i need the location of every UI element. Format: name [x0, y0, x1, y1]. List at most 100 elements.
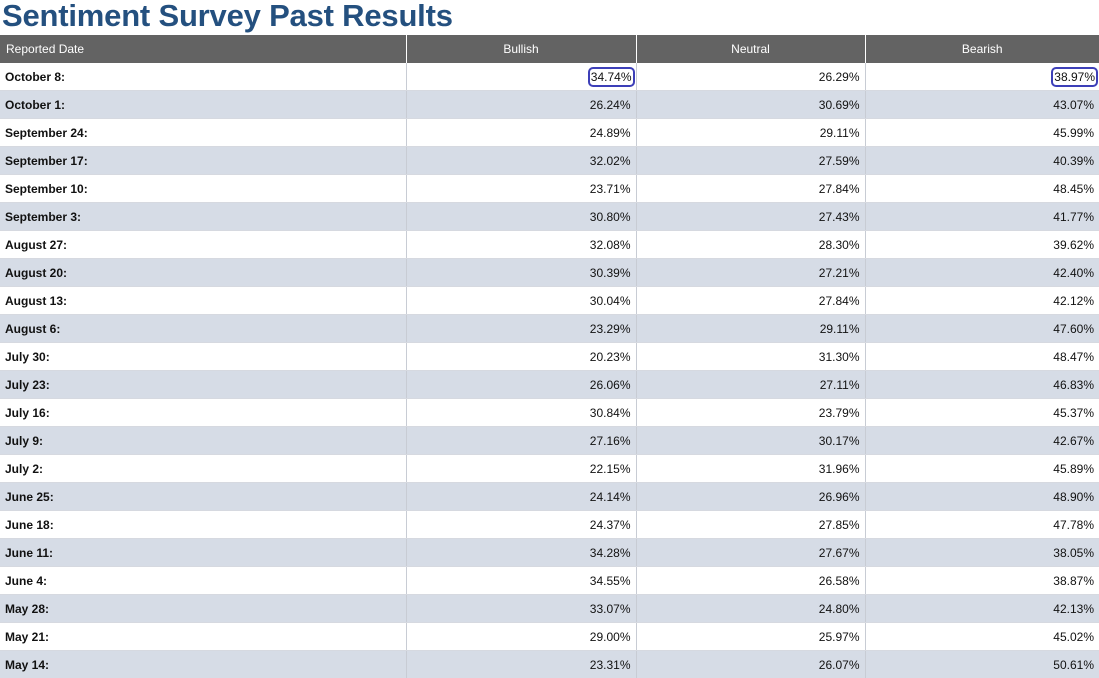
bearish-cell: 40.39% — [865, 146, 1099, 175]
neutral-cell: 24.80% — [636, 594, 866, 623]
bullish-cell: 34.28% — [406, 538, 637, 567]
neutral-cell: 26.07% — [636, 650, 866, 678]
bullish-cell: 23.29% — [406, 314, 637, 343]
column-header-bearish[interactable]: Bearish — [865, 35, 1099, 63]
highlighted-bullish-value: 34.74% — [587, 66, 635, 87]
page-title: Sentiment Survey Past Results — [2, 0, 453, 33]
reported-date-cell: July 16: — [0, 398, 407, 427]
reported-date-cell: June 11: — [0, 538, 407, 567]
column-header-reported-date[interactable]: Reported Date — [0, 35, 407, 63]
bearish-cell: 43.07% — [865, 90, 1099, 119]
table-row: June 11: 34.28% 27.67% 38.05% — [0, 538, 1099, 567]
table-row: September 3: 30.80% 27.43% 41.77% — [0, 202, 1099, 231]
table-row: September 10: 23.71% 27.84% 48.45% — [0, 174, 1099, 203]
bearish-cell: 45.89% — [865, 454, 1099, 483]
reported-date-cell: September 17: — [0, 146, 407, 175]
bullish-cell: 30.84% — [406, 398, 637, 427]
neutral-cell: 31.96% — [636, 454, 866, 483]
column-header-bullish[interactable]: Bullish — [406, 35, 637, 63]
bearish-cell: 41.77% — [865, 202, 1099, 231]
reported-date-cell: July 23: — [0, 370, 407, 399]
neutral-cell: 27.84% — [636, 286, 866, 315]
bearish-cell: 47.60% — [865, 314, 1099, 343]
bullish-cell: 29.00% — [406, 622, 637, 651]
bullish-cell: 20.23% — [406, 342, 637, 371]
neutral-cell: 31.30% — [636, 342, 866, 371]
neutral-cell: 23.79% — [636, 398, 866, 427]
bullish-cell: 26.06% — [406, 370, 637, 399]
bullish-cell: 30.80% — [406, 202, 637, 231]
reported-date-cell: June 25: — [0, 482, 407, 511]
neutral-cell: 26.96% — [636, 482, 866, 511]
table-row: September 17: 32.02% 27.59% 40.39% — [0, 146, 1099, 175]
reported-date-cell: September 3: — [0, 202, 407, 231]
bullish-cell: 24.89% — [406, 118, 637, 147]
neutral-cell: 25.97% — [636, 622, 866, 651]
neutral-cell: 26.29% — [636, 63, 866, 91]
table-row: May 28: 33.07% 24.80% 42.13% — [0, 594, 1099, 623]
neutral-cell: 27.59% — [636, 146, 866, 175]
neutral-cell: 27.85% — [636, 510, 866, 539]
neutral-cell: 30.17% — [636, 426, 866, 455]
sentiment-results-table: Reported Date Bullish Neutral Bearish Oc… — [0, 35, 1099, 678]
neutral-cell: 27.67% — [636, 538, 866, 567]
neutral-cell: 29.11% — [636, 314, 866, 343]
column-header-neutral[interactable]: Neutral — [636, 35, 866, 63]
reported-date-cell: August 27: — [0, 230, 407, 259]
bearish-cell: 42.13% — [865, 594, 1099, 623]
reported-date-cell: July 30: — [0, 342, 407, 371]
bearish-cell: 48.45% — [865, 174, 1099, 203]
bearish-cell: 45.37% — [865, 398, 1099, 427]
reported-date-cell: October 1: — [0, 90, 407, 119]
bearish-cell: 45.99% — [865, 118, 1099, 147]
bearish-cell: 42.40% — [865, 258, 1099, 287]
bearish-cell: 42.67% — [865, 426, 1099, 455]
table-row: July 30: 20.23% 31.30% 48.47% — [0, 342, 1099, 371]
table-row: May 21: 29.00% 25.97% 45.02% — [0, 622, 1099, 651]
reported-date-cell: June 4: — [0, 566, 407, 595]
table-row: October 1: 26.24% 30.69% 43.07% — [0, 90, 1099, 119]
bullish-cell: 30.39% — [406, 258, 637, 287]
bearish-cell: 48.47% — [865, 342, 1099, 371]
reported-date-cell: September 24: — [0, 118, 407, 147]
bullish-cell: 33.07% — [406, 594, 637, 623]
bullish-cell: 24.14% — [406, 482, 637, 511]
bearish-cell: 48.90% — [865, 482, 1099, 511]
bullish-cell: 32.08% — [406, 230, 637, 259]
reported-date-cell: May 21: — [0, 622, 407, 651]
neutral-cell: 29.11% — [636, 118, 866, 147]
bearish-cell: 38.05% — [865, 538, 1099, 567]
reported-date-cell: June 18: — [0, 510, 407, 539]
bullish-cell: 30.04% — [406, 286, 637, 315]
table-row: August 20: 30.39% 27.21% 42.40% — [0, 258, 1099, 287]
neutral-cell: 27.43% — [636, 202, 866, 231]
reported-date-cell: August 20: — [0, 258, 407, 287]
bearish-cell: 47.78% — [865, 510, 1099, 539]
table-row: August 27: 32.08% 28.30% 39.62% — [0, 230, 1099, 259]
bullish-cell: 27.16% — [406, 426, 637, 455]
bearish-cell: 46.83% — [865, 370, 1099, 399]
bearish-cell: 38.87% — [865, 566, 1099, 595]
bearish-cell: 45.02% — [865, 622, 1099, 651]
reported-date-cell: May 28: — [0, 594, 407, 623]
bullish-cell: 26.24% — [406, 90, 637, 119]
neutral-cell: 28.30% — [636, 230, 866, 259]
table-row: June 4: 34.55% 26.58% 38.87% — [0, 566, 1099, 595]
bearish-cell: 42.12% — [865, 286, 1099, 315]
bullish-cell: 34.74% — [406, 63, 637, 91]
table-row: August 6: 23.29% 29.11% 47.60% — [0, 314, 1099, 343]
bearish-cell: 39.62% — [865, 230, 1099, 259]
table-header-row: Reported Date Bullish Neutral Bearish — [0, 35, 1099, 63]
highlighted-bearish-value: 38.97% — [1051, 66, 1098, 87]
table-row: July 9: 27.16% 30.17% 42.67% — [0, 426, 1099, 455]
bullish-cell: 24.37% — [406, 510, 637, 539]
bullish-cell: 23.31% — [406, 650, 637, 678]
table-row: July 16: 30.84% 23.79% 45.37% — [0, 398, 1099, 427]
reported-date-cell: August 6: — [0, 314, 407, 343]
bullish-cell: 22.15% — [406, 454, 637, 483]
table-row: June 25: 24.14% 26.96% 48.90% — [0, 482, 1099, 511]
neutral-cell: 27.21% — [636, 258, 866, 287]
reported-date-cell: July 9: — [0, 426, 407, 455]
reported-date-cell: July 2: — [0, 454, 407, 483]
